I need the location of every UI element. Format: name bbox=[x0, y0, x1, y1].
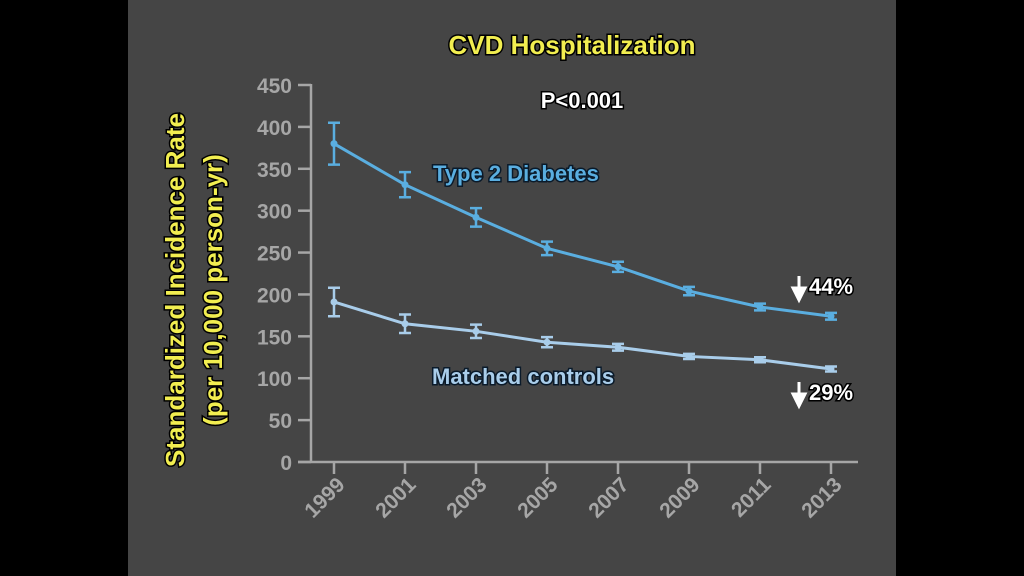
data-point bbox=[756, 303, 764, 311]
down-arrow-icon bbox=[790, 382, 808, 410]
data-point bbox=[472, 213, 480, 221]
data-point bbox=[685, 287, 693, 295]
data-point bbox=[330, 140, 338, 148]
change-annotation-matched-controls: 29% bbox=[790, 379, 855, 410]
series-label-type2-diabetes: Type 2 Diabetes bbox=[433, 161, 599, 186]
series-line bbox=[333, 142, 832, 318]
series-label-matched-controls: Matched controls bbox=[432, 364, 614, 389]
y-tick-label: 250 bbox=[257, 243, 292, 266]
chart-panel bbox=[128, 0, 896, 576]
data-point bbox=[472, 327, 480, 335]
x-tick-label: 2011 bbox=[727, 473, 776, 522]
y-tick-label: 300 bbox=[257, 201, 292, 224]
data-point bbox=[685, 352, 693, 360]
x-tick-label: 2013 bbox=[797, 473, 846, 522]
y-tick-label: 0 bbox=[280, 452, 292, 475]
data-point bbox=[543, 338, 551, 346]
x-tick-label: 2009 bbox=[655, 473, 704, 522]
y-tick-label: 450 bbox=[257, 75, 292, 98]
change-label-matched-controls: 29% bbox=[809, 380, 853, 405]
change-label-type2-diabetes: 44% bbox=[809, 274, 853, 299]
x-tick-label: 2003 bbox=[442, 473, 491, 522]
p-value-annotation: P<0.001 bbox=[541, 88, 624, 113]
data-point bbox=[614, 343, 622, 351]
data-point bbox=[614, 263, 622, 271]
x-tick-label: 2007 bbox=[584, 473, 633, 522]
x-tick-label: 2005 bbox=[513, 473, 563, 523]
down-arrow-icon bbox=[790, 276, 808, 304]
series-line bbox=[333, 300, 832, 371]
x-tick-label: 1999 bbox=[300, 473, 349, 522]
change-annotation-type2-diabetes: 44% bbox=[790, 273, 855, 304]
y-tick-label: 50 bbox=[269, 410, 292, 433]
data-point bbox=[543, 244, 551, 252]
chart-title: CVD Hospitalization bbox=[448, 30, 695, 60]
data-point bbox=[401, 181, 409, 189]
data-point bbox=[756, 356, 764, 364]
data-point bbox=[827, 365, 835, 373]
y-tick-label: 150 bbox=[257, 326, 292, 349]
y-tick-label: 350 bbox=[257, 159, 292, 182]
y-axis-label-line2: (per 10,000 person-yr) bbox=[198, 154, 228, 426]
series-1 bbox=[328, 286, 837, 373]
y-tick-label: 400 bbox=[257, 117, 292, 140]
series-0 bbox=[328, 121, 837, 321]
y-axis-label-line1: Standardized Incidence Rate bbox=[160, 113, 190, 467]
y-tick-label: 100 bbox=[257, 368, 292, 391]
y-axis-label: Standardized Incidence Rate (per 10,000 … bbox=[159, 112, 230, 469]
y-tick-label: 200 bbox=[257, 284, 292, 307]
x-tick-label: 2001 bbox=[371, 473, 421, 523]
data-point bbox=[827, 312, 835, 320]
data-point bbox=[330, 298, 338, 306]
data-point bbox=[401, 320, 409, 328]
